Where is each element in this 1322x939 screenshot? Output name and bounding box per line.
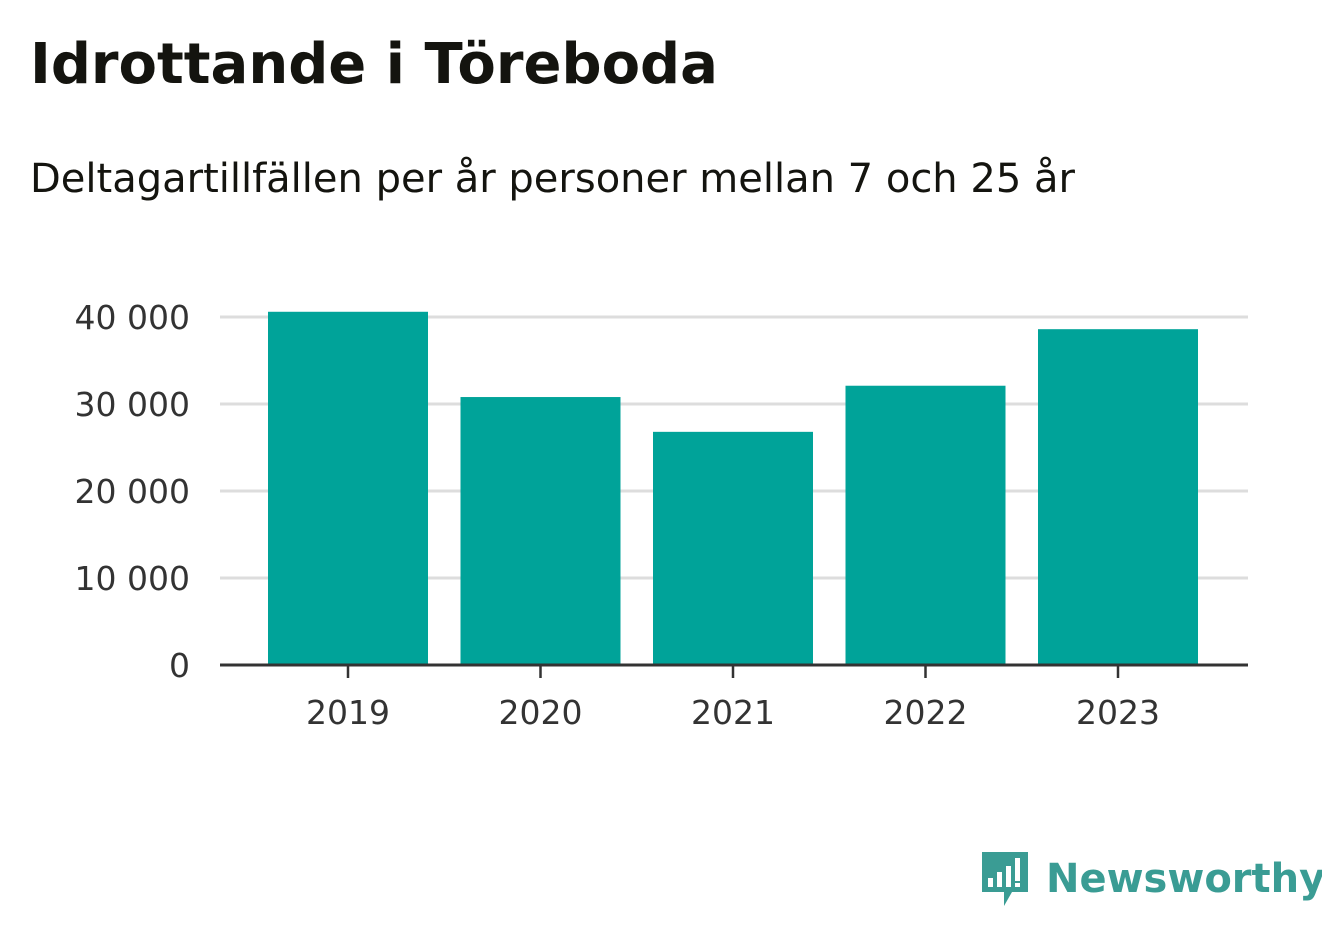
x-axis-labels: 2019 2020 2021 2022 2023 [306,693,1160,732]
chart-subtitle: Deltagartillfällen per år personer mella… [30,156,1075,202]
y-tick-label: 40 000 [75,298,190,337]
newsworthy-logo-icon [982,852,1028,906]
y-tick-label: 30 000 [75,385,190,424]
bar-2021 [653,431,813,665]
bar-2023 [1038,329,1198,665]
chart-title: Idrottande i Töreboda [30,32,718,97]
x-axis [220,663,1248,678]
y-tick-label: 20 000 [75,472,190,511]
bar-2022 [845,385,1006,665]
bar-2019 [268,311,428,665]
x-tick-label: 2023 [1076,693,1160,732]
newsworthy-logo-text: Newsworthy [1046,856,1322,902]
bar-2020 [460,397,621,665]
y-tick-label: 0 [169,646,190,685]
y-axis-labels: 0 10 000 20 000 30 000 40 000 [75,298,190,685]
newsworthy-logo: Newsworthy [980,848,1322,910]
x-tick-label: 2020 [499,693,583,732]
x-tick-label: 2019 [306,693,390,732]
bars [268,311,1198,665]
y-tick-label: 10 000 [75,559,190,598]
x-tick-label: 2022 [884,693,968,732]
x-tick-label: 2021 [691,693,775,732]
